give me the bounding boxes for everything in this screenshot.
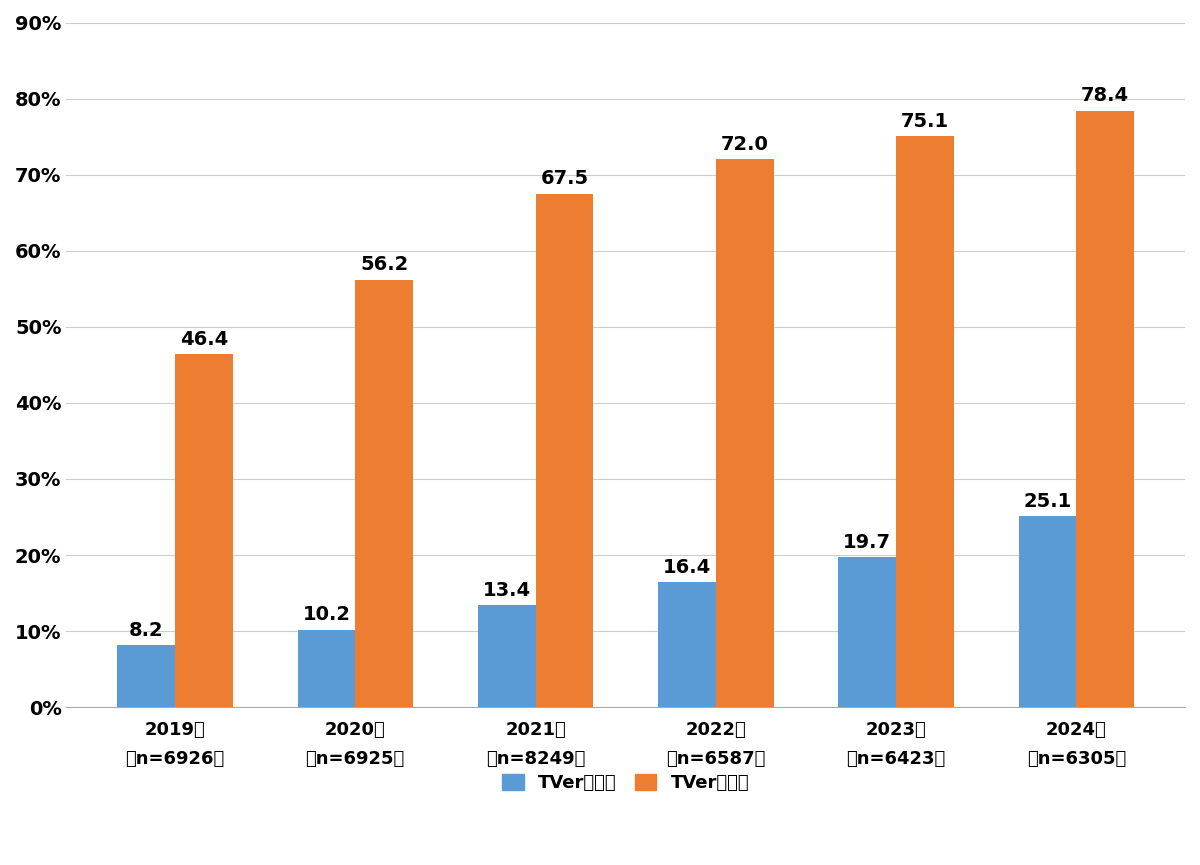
Bar xyxy=(839,557,896,708)
Bar xyxy=(298,630,355,708)
Bar xyxy=(1019,516,1076,708)
Text: 10.2: 10.2 xyxy=(302,606,350,625)
Text: 16.4: 16.4 xyxy=(662,558,712,577)
Text: 75.1: 75.1 xyxy=(901,112,949,131)
Text: 25.1: 25.1 xyxy=(1024,492,1072,511)
Text: 8.2: 8.2 xyxy=(128,620,163,639)
Text: 72.0: 72.0 xyxy=(721,135,769,154)
Text: 78.4: 78.4 xyxy=(1081,86,1129,106)
Bar xyxy=(1076,111,1134,708)
Bar xyxy=(658,582,716,708)
Bar xyxy=(896,136,954,708)
Bar xyxy=(716,159,774,708)
Text: 67.5: 67.5 xyxy=(540,170,588,189)
Bar xyxy=(478,606,535,708)
Bar xyxy=(175,354,233,708)
Bar xyxy=(118,644,175,708)
Text: 13.4: 13.4 xyxy=(482,581,530,600)
Text: 46.4: 46.4 xyxy=(180,330,228,349)
Text: 19.7: 19.7 xyxy=(844,533,892,552)
Bar xyxy=(355,279,413,708)
Bar xyxy=(535,194,593,708)
Legend: TVer利用率, TVer認知率: TVer利用率, TVer認知率 xyxy=(493,765,758,801)
Text: 56.2: 56.2 xyxy=(360,255,408,274)
